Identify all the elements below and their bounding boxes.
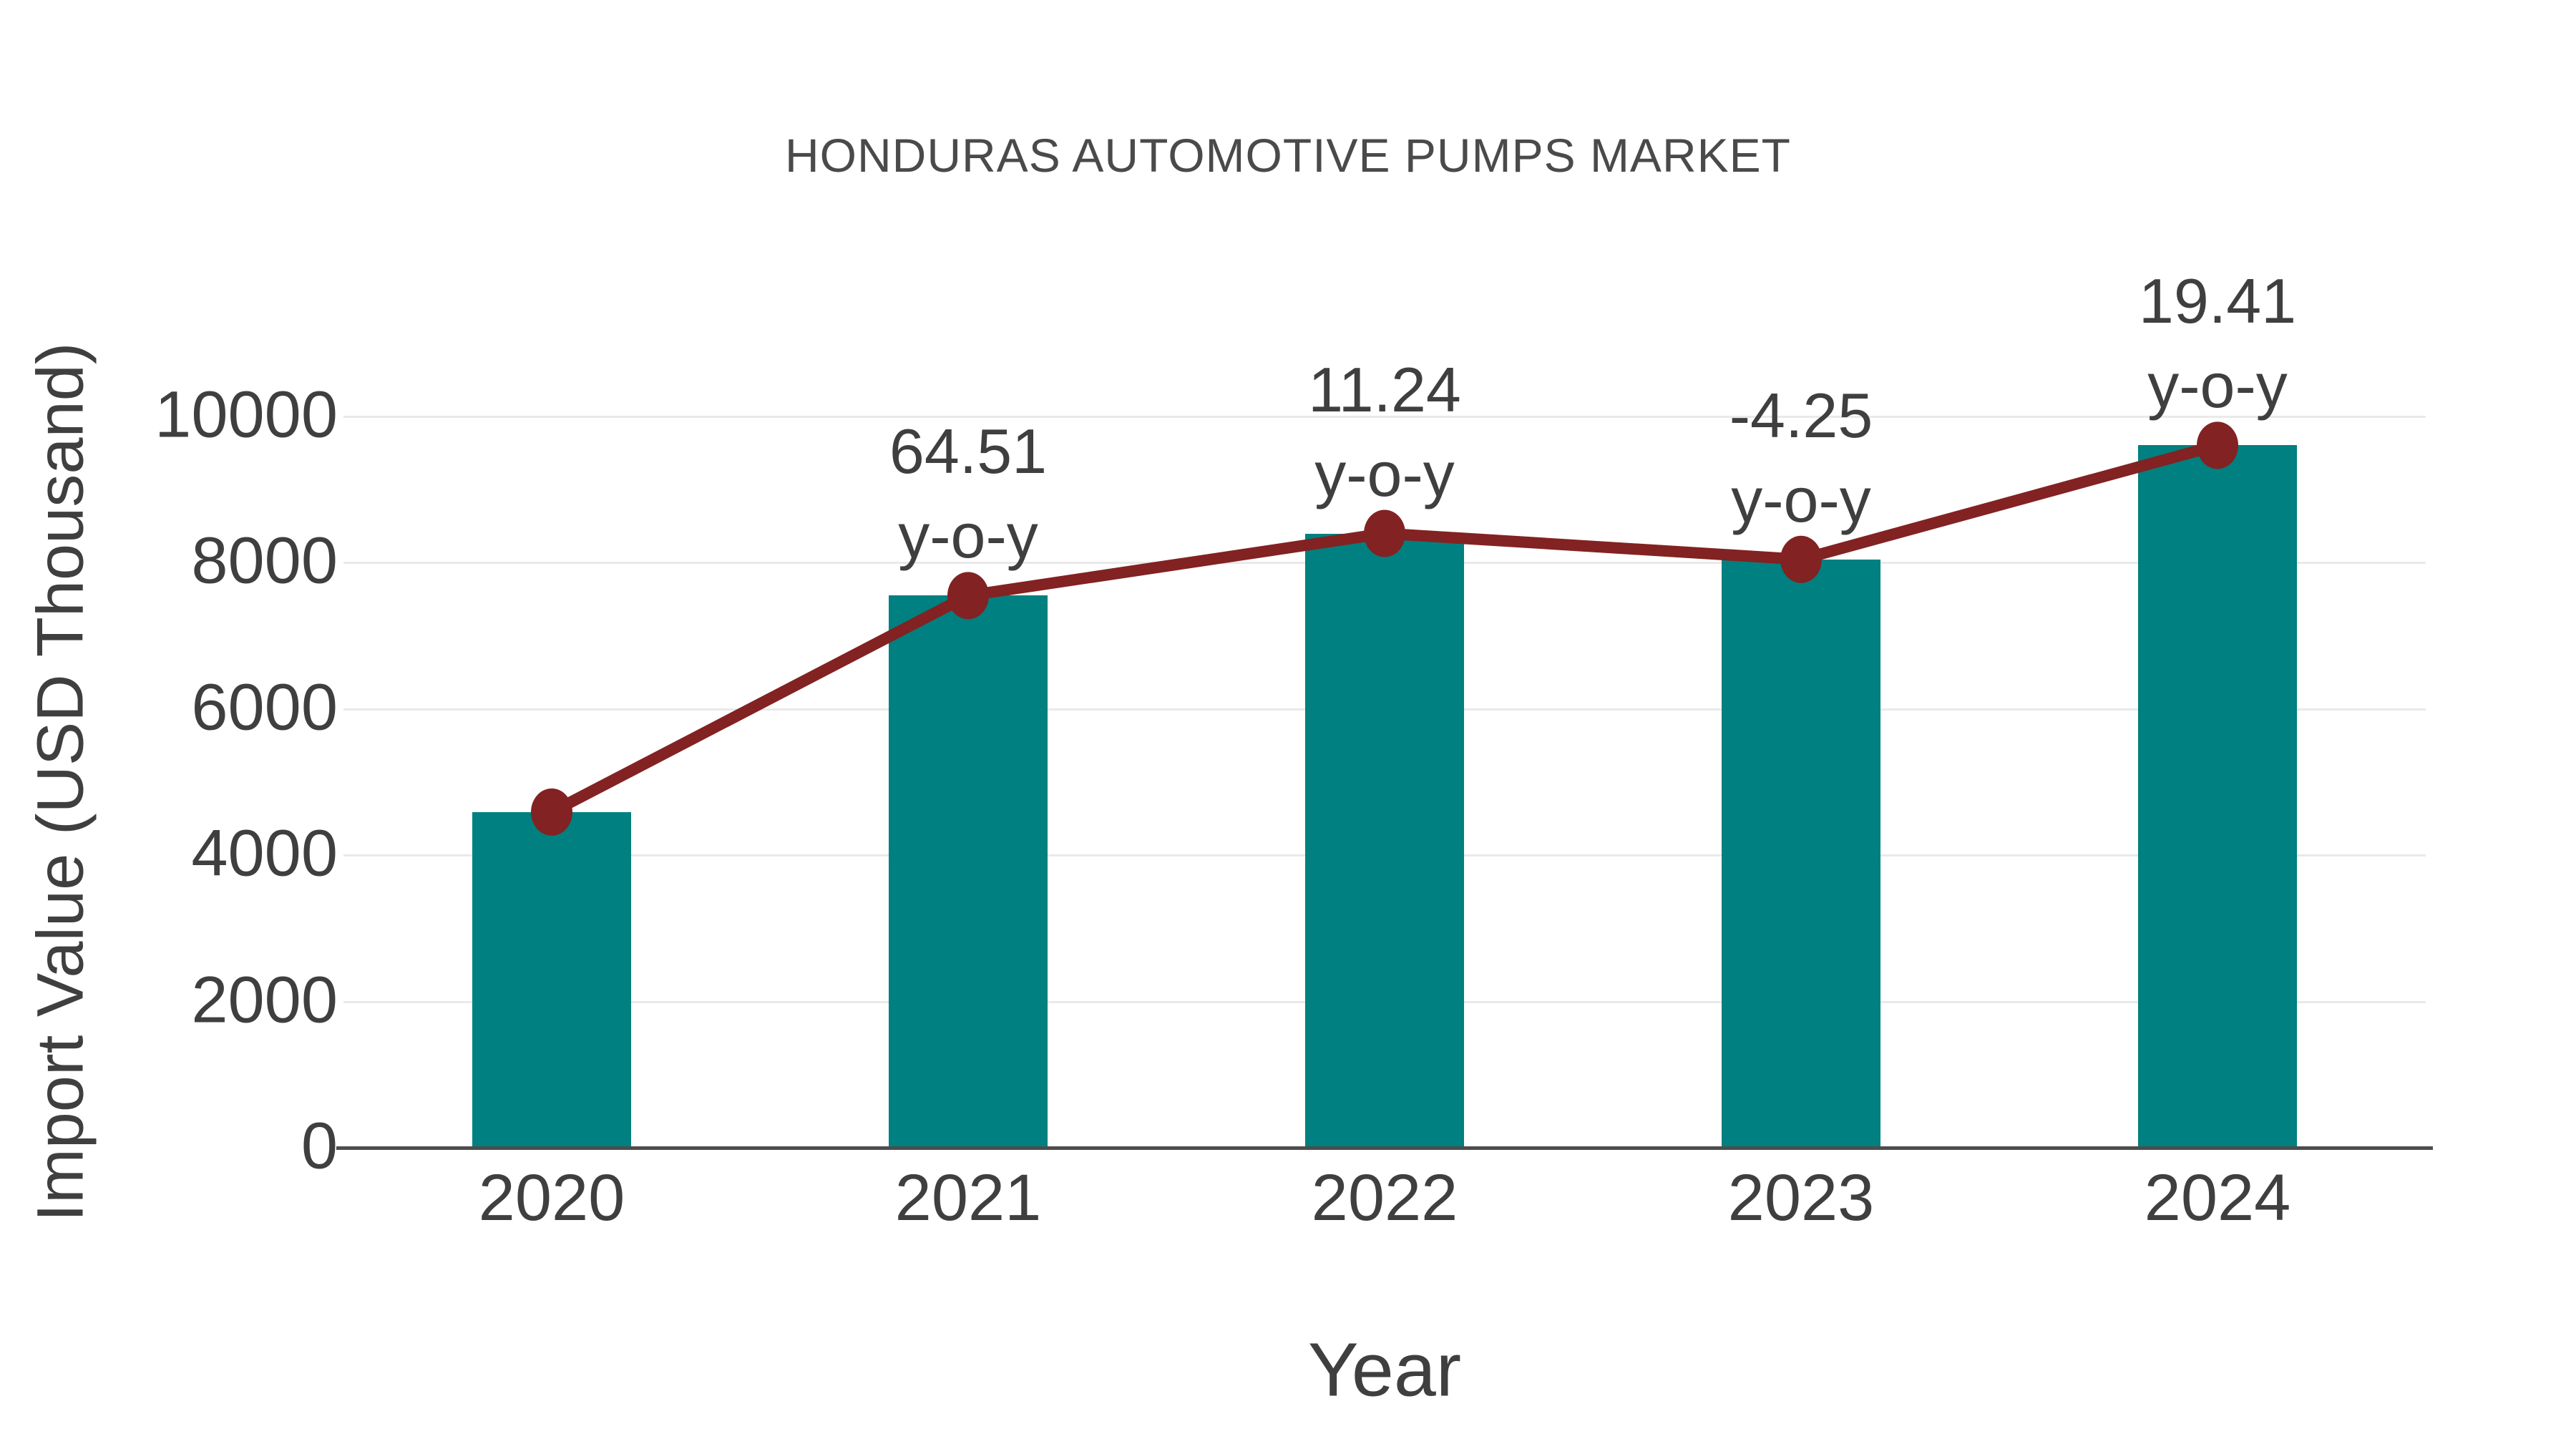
bar-2023: [1722, 559, 1880, 1148]
yoy-annotation-2024: 19.41 y-o-y: [2139, 259, 2296, 428]
yoy-value: 11.24: [1308, 353, 1461, 425]
gridline-10000: [343, 416, 2426, 418]
plot-area: [343, 416, 2426, 1148]
y-tick-label-6000: 6000: [191, 670, 338, 744]
bar-2024: [2138, 445, 2297, 1148]
yoy-suffix: y-o-y: [898, 500, 1038, 572]
x-axis-title: Year: [1307, 1327, 1462, 1413]
yoy-suffix: y-o-y: [2147, 350, 2288, 421]
bar-2022: [1305, 533, 1464, 1148]
y-tick-label-8000: 8000: [191, 524, 338, 597]
yoy-annotation-2021: 64.51 y-o-y: [889, 409, 1047, 578]
y-tick-label-10000: 10000: [155, 378, 338, 452]
y-tick-label-2000: 2000: [191, 962, 338, 1036]
yoy-suffix: y-o-y: [1314, 438, 1455, 509]
yoy-annotation-2022: 11.24 y-o-y: [1308, 348, 1461, 517]
yoy-value: 19.41: [2138, 265, 2297, 337]
x-tick-label-2022: 2022: [1311, 1161, 1458, 1234]
x-tick-label-2024: 2024: [2144, 1161, 2291, 1234]
yoy-value: -4.25: [1729, 379, 1873, 451]
y-tick-label-0: 0: [301, 1109, 338, 1183]
x-tick-label-2023: 2023: [1727, 1161, 1875, 1234]
x-tick-label-2021: 2021: [894, 1161, 1042, 1234]
y-axis-title: Import Value (USD Thousand): [24, 342, 97, 1222]
chart-title: HONDURAS AUTOMOTIVE PUMPS MARKET: [785, 129, 1791, 182]
yoy-suffix: y-o-y: [1731, 464, 1871, 535]
x-tick-label-2020: 2020: [478, 1161, 625, 1234]
yoy-value: 64.51: [889, 416, 1048, 487]
yoy-annotation-2023: -4.25 y-o-y: [1729, 374, 1873, 542]
bar-2020: [472, 811, 631, 1148]
x-axis-line: [336, 1146, 2433, 1150]
bar-2021: [889, 595, 1048, 1148]
y-tick-label-4000: 4000: [191, 816, 338, 890]
